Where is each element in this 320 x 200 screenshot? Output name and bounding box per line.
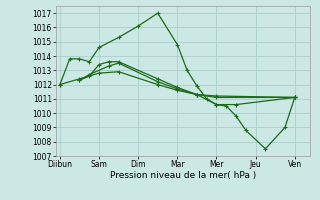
X-axis label: Pression niveau de la mer( hPa ): Pression niveau de la mer( hPa )	[110, 171, 256, 180]
